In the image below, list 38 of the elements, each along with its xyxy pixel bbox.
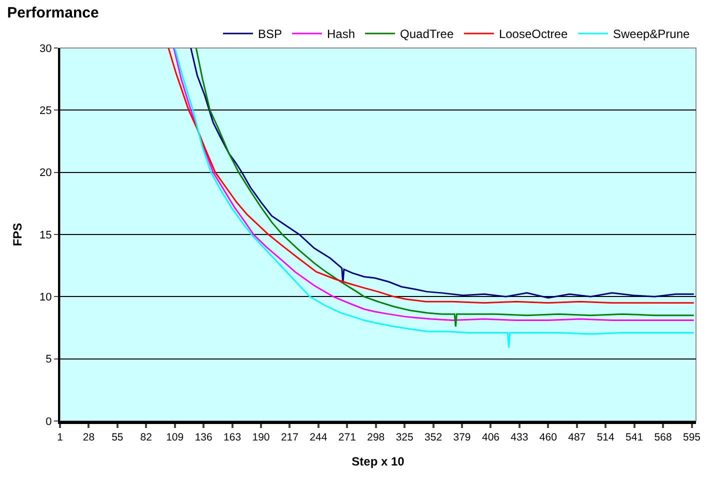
legend-label: Sweep&Prune (612, 27, 690, 42)
x-tick-label: 541 (626, 432, 644, 444)
x-tick-label: 163 (224, 432, 242, 444)
y-tick-label: 5 (46, 354, 52, 366)
x-tick-label: 190 (252, 432, 270, 444)
x-tick-label: 55 (112, 432, 124, 444)
y-axis-title: FPS (10, 222, 24, 246)
x-axis-title: Step x 10 (352, 454, 405, 468)
y-tick-label: 30 (40, 42, 52, 55)
y-tick-label: 20 (40, 167, 52, 180)
x-tick-label: 487 (568, 432, 586, 444)
x-tick-label: 460 (539, 432, 558, 444)
x-tick-label: 136 (194, 432, 212, 444)
x-tick-label: 433 (510, 432, 528, 444)
x-tick-label: 1 (57, 432, 64, 444)
x-tick-label: 514 (596, 432, 615, 444)
legend-label: QuadTree (400, 27, 454, 42)
x-tick-label: 298 (367, 432, 385, 444)
x-tick-label: 352 (424, 432, 442, 444)
x-tick-label: 82 (140, 432, 152, 444)
x-tick-label: 271 (338, 432, 356, 444)
x-tick-label: 244 (310, 432, 328, 444)
x-tick-label: 595 (682, 432, 701, 444)
legend-label: Hash (327, 27, 356, 42)
y-tick-label: 10 (40, 292, 52, 304)
y-tick-label: 25 (40, 105, 52, 118)
x-tick-label: 325 (396, 432, 414, 444)
y-tick-label: 15 (40, 229, 52, 242)
x-tick-label: 406 (482, 432, 500, 444)
legend-label: LooseOctree (498, 27, 568, 42)
chart-title: Performance (7, 4, 99, 22)
x-tick-label: 568 (654, 432, 672, 444)
x-tick-label: 217 (280, 432, 299, 444)
x-tick-label: 379 (453, 432, 471, 444)
legend-label: BSP (258, 27, 282, 42)
x-tick-label: 109 (166, 432, 184, 444)
y-tick-label: 0 (46, 416, 52, 428)
x-tick-label: 28 (82, 432, 95, 444)
